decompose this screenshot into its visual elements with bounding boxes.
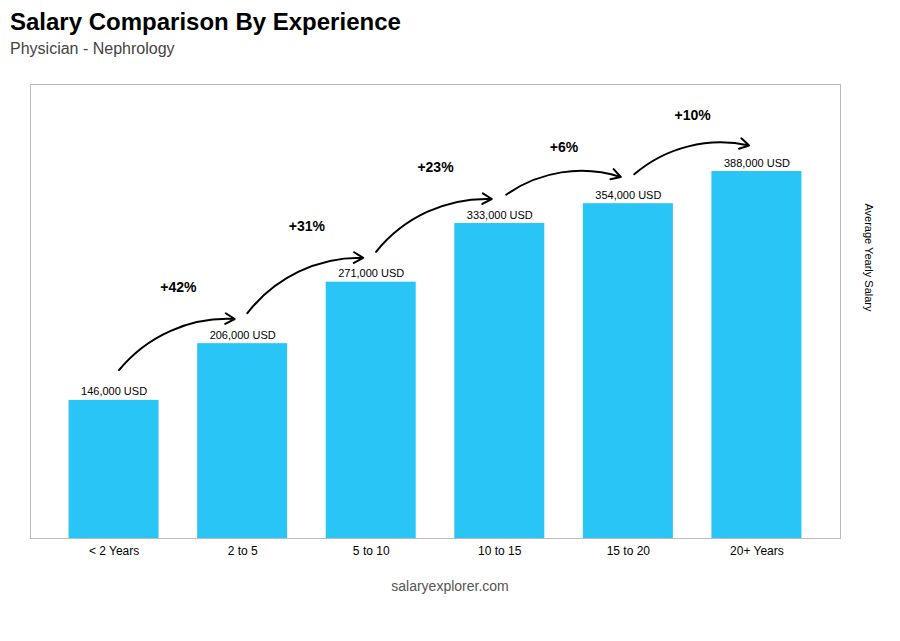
svg-text:+42%: +42% [160, 279, 197, 295]
svg-text:+10%: +10% [675, 107, 712, 123]
svg-text:20+ Years: 20+ Years [730, 544, 784, 558]
html-text:salaryexplorer.com: salaryexplorer.com [391, 578, 509, 594]
html-text:Salary Comparison By Experienc: Salary Comparison By Experience [10, 8, 401, 35]
svg-text:354,000 USD: 354,000 USD [595, 189, 661, 201]
svg-text:+31%: +31% [289, 218, 326, 234]
svg-text:15 to 20: 15 to 20 [607, 544, 651, 558]
svg-text:5 to 10: 5 to 10 [353, 544, 390, 558]
svg-text:206,000 USD: 206,000 USD [210, 329, 276, 341]
svg-text:< 2 Years: < 2 Years [89, 544, 139, 558]
html-text:Physician - Nephrology: Physician - Nephrology [10, 40, 175, 57]
svg-text:146,000 USD: 146,000 USD [81, 385, 147, 397]
svg-text:10 to 15: 10 to 15 [478, 544, 522, 558]
svg-text:+6%: +6% [550, 139, 579, 155]
svg-text:333,000 USD: 333,000 USD [467, 209, 533, 221]
svg-text:Average Yearly Salary: Average Yearly Salary [863, 203, 875, 312]
svg-text:271,000 USD: 271,000 USD [338, 267, 404, 279]
svg-text:388,000 USD: 388,000 USD [724, 157, 790, 169]
svg-text:2 to 5: 2 to 5 [228, 544, 258, 558]
svg-text:+23%: +23% [417, 159, 454, 175]
